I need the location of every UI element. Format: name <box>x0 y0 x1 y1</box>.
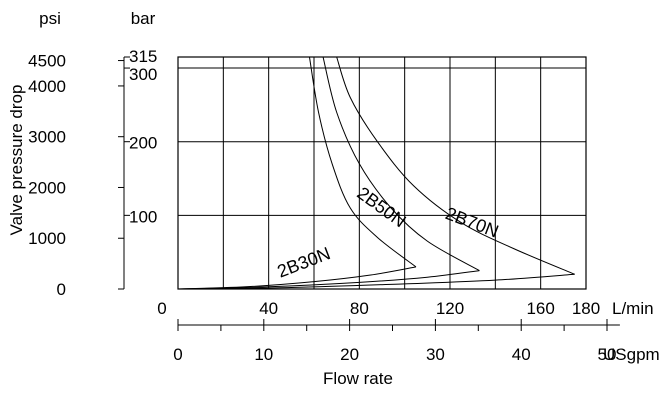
lmin-tick-label: 160 <box>526 299 554 318</box>
axis-layer <box>118 56 620 331</box>
usgpm-tick-label: 20 <box>340 345 359 364</box>
y-axis-title: Valve pressure drop <box>7 85 26 236</box>
x-axis-title: Flow rate <box>323 369 393 388</box>
usgpm-tick-label: 0 <box>173 345 182 364</box>
psi-tick-label: 2000 <box>28 178 66 197</box>
psi-tick-label: 0 <box>57 280 66 299</box>
lmin-tick-label: 120 <box>436 299 464 318</box>
curve-2B70N-upper <box>336 56 575 275</box>
curve-label-2B30N: 2B30N <box>275 243 334 281</box>
lmin-tick-label: 40 <box>259 299 278 318</box>
usgpm-tick-label: 10 <box>254 345 273 364</box>
psi-tick-label: 1000 <box>28 229 66 248</box>
grid-layer <box>178 57 586 289</box>
psi-unit-label: psi <box>39 9 61 28</box>
usgpm-tick-label: 40 <box>512 345 531 364</box>
bar-tick-label: 100 <box>129 207 157 226</box>
curve-2B50N-lower <box>177 270 480 290</box>
curve-2B70N-lower <box>177 273 575 290</box>
lmin-tick-label: 180 <box>572 299 600 318</box>
curve-layer <box>177 56 575 290</box>
bar-tick-label: 315 <box>129 47 157 66</box>
curve-2B50N-upper <box>322 56 480 272</box>
bar-tick-label: 300 <box>129 65 157 84</box>
bar-unit-label: bar <box>131 9 156 28</box>
psi-tick-label: 4500 <box>28 52 66 71</box>
usgpm-tick-label: 50 <box>598 345 617 364</box>
lmin-tick-label: 80 <box>350 299 369 318</box>
curve-label-2B50N: 2B50N <box>353 183 409 232</box>
bar-tick-label: 200 <box>129 134 157 153</box>
plot-frame <box>177 56 587 290</box>
usgpm-unit-label: USgpm <box>603 345 660 364</box>
lmin-tick-label: 0 <box>157 299 166 318</box>
curve-2B30N-upper <box>308 56 417 268</box>
psi-tick-label: 4000 <box>28 77 66 96</box>
usgpm-tick-label: 30 <box>426 345 445 364</box>
curve-label-2B70N: 2B70N <box>443 203 502 241</box>
lmin-unit-label: L/min <box>612 299 654 318</box>
psi-tick-label: 3000 <box>28 128 66 147</box>
